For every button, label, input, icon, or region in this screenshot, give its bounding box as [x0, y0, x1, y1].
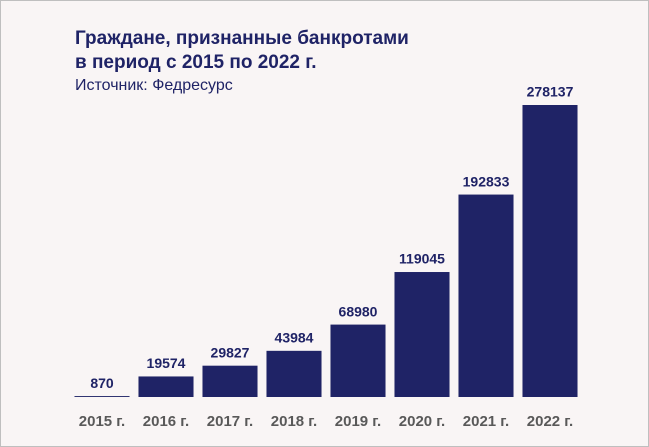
value-label: 29827 — [211, 344, 250, 360]
chart-title: в период с 2015 по 2022 г. — [75, 52, 317, 73]
chart-title: Граждане, признанные банкротами — [75, 28, 409, 49]
value-label: 192833 — [463, 173, 510, 189]
bar — [138, 376, 194, 397]
x-tick-label: 2016 г. — [143, 413, 189, 430]
bar — [458, 194, 514, 397]
bar — [74, 396, 130, 397]
x-tick-label: 2017 г. — [207, 413, 253, 430]
x-tick-label: 2020 г. — [399, 413, 445, 430]
x-tick-label: 2018 г. — [271, 413, 317, 430]
value-label: 68980 — [339, 303, 378, 319]
value-label: 278137 — [527, 84, 574, 100]
value-label: 119045 — [399, 251, 445, 267]
chart-subtitle: Источник: Федресурс — [75, 77, 233, 94]
x-tick-label: 2019 г. — [335, 413, 381, 430]
value-label: 19574 — [147, 355, 186, 371]
value-label: 43984 — [275, 330, 314, 346]
value-label: 870 — [90, 375, 114, 391]
bar — [330, 324, 386, 397]
x-tick-label: 2015 г. — [79, 413, 125, 430]
x-tick-label: 2021 г. — [463, 413, 509, 430]
bar — [266, 350, 322, 397]
bar — [394, 272, 450, 397]
x-tick-label: 2022 г. — [527, 413, 573, 430]
bar — [522, 105, 578, 397]
bar — [202, 365, 258, 397]
